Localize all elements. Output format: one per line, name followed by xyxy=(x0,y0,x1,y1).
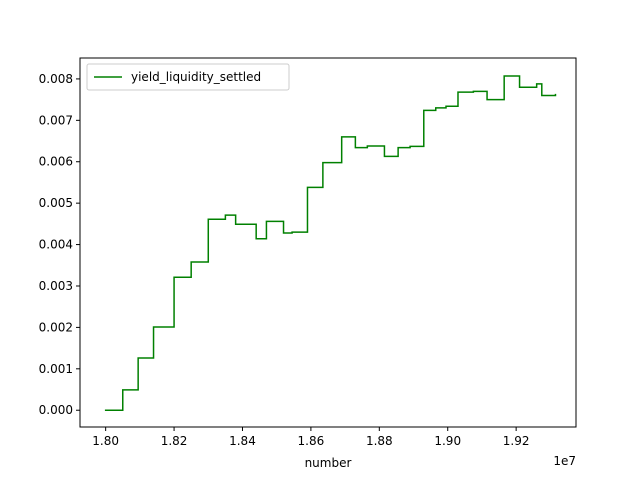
x-tick-label: 1.80 xyxy=(92,434,119,448)
y-tick-label: 0.008 xyxy=(39,72,73,86)
x-axis-offset-label: 1e7 xyxy=(553,454,576,468)
x-tick-label: 1.86 xyxy=(298,434,325,448)
y-tick-label: 0.002 xyxy=(39,320,73,334)
plot-frame xyxy=(79,57,577,428)
x-tick-label: 1.88 xyxy=(366,434,393,448)
y-tick-label: 0.003 xyxy=(39,279,73,293)
x-axis-label: number xyxy=(305,456,352,470)
y-tick-label: 0.006 xyxy=(39,155,73,169)
legend-label-yield-liquidity-settled: yield_liquidity_settled xyxy=(131,70,261,84)
legend: yield_liquidity_settled xyxy=(86,63,290,91)
series-line-yield-liquidity-settled xyxy=(104,75,557,411)
y-tick-label: 0.007 xyxy=(39,113,73,127)
y-tick-label: 0.001 xyxy=(39,362,73,376)
series-layer xyxy=(104,75,557,411)
plot-area xyxy=(80,58,576,427)
x-tick-label: 1.90 xyxy=(434,434,461,448)
y-tick-label: 0.005 xyxy=(39,196,73,210)
y-tick-label: 0.004 xyxy=(39,238,73,252)
x-tick-label: 1.92 xyxy=(503,434,530,448)
y-tick-label: 0.000 xyxy=(39,403,73,417)
ticks-layer: 1.80 1.82 1.84 1.86 1.88 1.90 1.92 0.000 0.001 0.… xyxy=(39,72,530,448)
x-tick-label: 1.84 xyxy=(229,434,256,448)
x-tick-label: 1.82 xyxy=(161,434,188,448)
legend-box xyxy=(86,63,290,91)
